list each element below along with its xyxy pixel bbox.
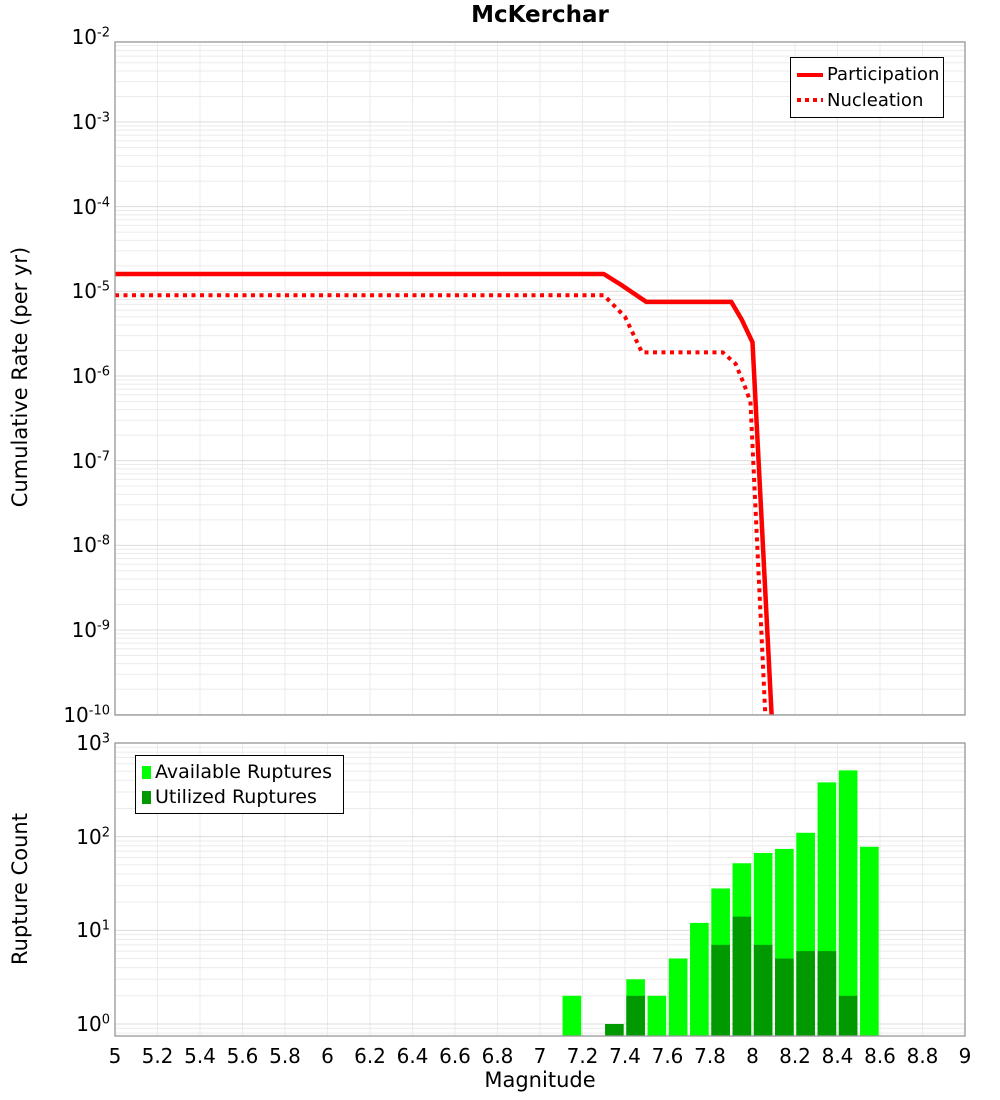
bottom-y-axis-title: Rupture Count <box>8 813 32 965</box>
top-y-axis-title: Cumulative Rate (per yr) <box>8 246 32 508</box>
y-tick-label: 10-2 <box>71 25 110 50</box>
available-ruptures-swatch <box>142 765 151 779</box>
x-tick-label: 6.8 <box>481 1044 514 1068</box>
bar-available <box>690 922 709 1036</box>
legend-label-nucleation: Nucleation <box>827 89 924 111</box>
x-tick-label: 5.2 <box>141 1044 174 1068</box>
y-tick-label: 10-4 <box>71 194 110 219</box>
bar-utilized <box>838 995 858 1036</box>
x-tick-label: 8.6 <box>864 1044 896 1068</box>
x-tick-label: 5.8 <box>269 1044 301 1068</box>
bar-available <box>860 846 879 1036</box>
legend-row-utilized: Utilized Ruptures <box>142 786 337 808</box>
y-tick-label: 103 <box>76 730 110 755</box>
gridlines <box>115 42 965 715</box>
bar-available <box>562 995 582 1036</box>
y-tick-label: 100 <box>76 1012 110 1036</box>
x-tick-label: 6.4 <box>396 1044 429 1068</box>
bottom-legend: Available Ruptures Utilized Ruptures <box>135 755 344 814</box>
x-tick-label: 8.2 <box>779 1044 811 1068</box>
bar-utilized <box>732 916 752 1036</box>
bottom-panel-border <box>114 742 966 1037</box>
x-tick-label: 8.8 <box>906 1044 939 1068</box>
x-tick-label: 5.4 <box>184 1044 216 1068</box>
bar-utilized <box>775 958 794 1036</box>
bar-utilized <box>711 944 730 1036</box>
x-tick-label: 5.6 <box>226 1044 259 1068</box>
x-tick-label: 9 <box>958 1044 972 1068</box>
y-tick-label: 10-3 <box>71 109 110 134</box>
y-tick-label: 10-9 <box>71 617 110 642</box>
chart-title: McKerchar <box>471 2 609 28</box>
x-tick-label: 6.2 <box>354 1044 386 1068</box>
bar-utilized <box>817 951 837 1036</box>
x-tick-label: 7.4 <box>609 1044 641 1068</box>
x-tick-label: 8 <box>746 1044 759 1068</box>
x-tick-label: 8.4 <box>821 1044 854 1068</box>
top-panel-border <box>114 41 966 716</box>
legend-row-nucleation: Nucleation <box>797 90 937 111</box>
nucleation-line <box>115 293 768 715</box>
bar-available <box>668 958 688 1036</box>
y-tick-label: 102 <box>76 824 110 849</box>
bar-utilized <box>796 951 815 1036</box>
y-tick-label: 101 <box>76 918 110 943</box>
y-tick-label: 10-8 <box>71 533 110 558</box>
legend-label-participation: Participation <box>827 64 940 86</box>
nucleation-dotted-swatch <box>797 98 823 103</box>
legend-row-participation: Participation <box>797 64 940 86</box>
utilized-ruptures-bars <box>605 916 858 1036</box>
y-tick-label: 10-10 <box>63 702 110 727</box>
x-axis-title: Magnitude <box>484 1068 596 1092</box>
x-tick-label: 6 <box>321 1044 334 1068</box>
x-tick-label: 7.8 <box>694 1044 726 1068</box>
x-tick-label: 6.6 <box>439 1044 471 1068</box>
bar-available <box>838 770 858 1036</box>
x-tick-label: 7 <box>533 1044 547 1068</box>
bar-available <box>647 995 667 1036</box>
x-tick-label: 7.2 <box>566 1044 599 1068</box>
utilized-ruptures-swatch <box>142 790 151 804</box>
participation-line-swatch <box>797 72 823 77</box>
x-tick-label: 5 <box>108 1044 122 1068</box>
y-tick-label: 10-5 <box>71 279 110 304</box>
bar-utilized <box>626 995 645 1036</box>
x-tick-label: 7.6 <box>651 1044 684 1068</box>
top-legend: Participation Nucleation <box>790 57 944 118</box>
bar-utilized <box>605 1024 624 1036</box>
legend-row-available: Available Ruptures <box>142 761 337 783</box>
y-tick-label: 10-7 <box>71 448 110 473</box>
participation-line <box>115 271 774 715</box>
y-tick-label: 10-6 <box>71 363 110 388</box>
legend-label-available: Available Ruptures <box>155 761 332 783</box>
legend-label-utilized: Utilized Ruptures <box>155 786 317 808</box>
bar-utilized <box>753 944 773 1036</box>
